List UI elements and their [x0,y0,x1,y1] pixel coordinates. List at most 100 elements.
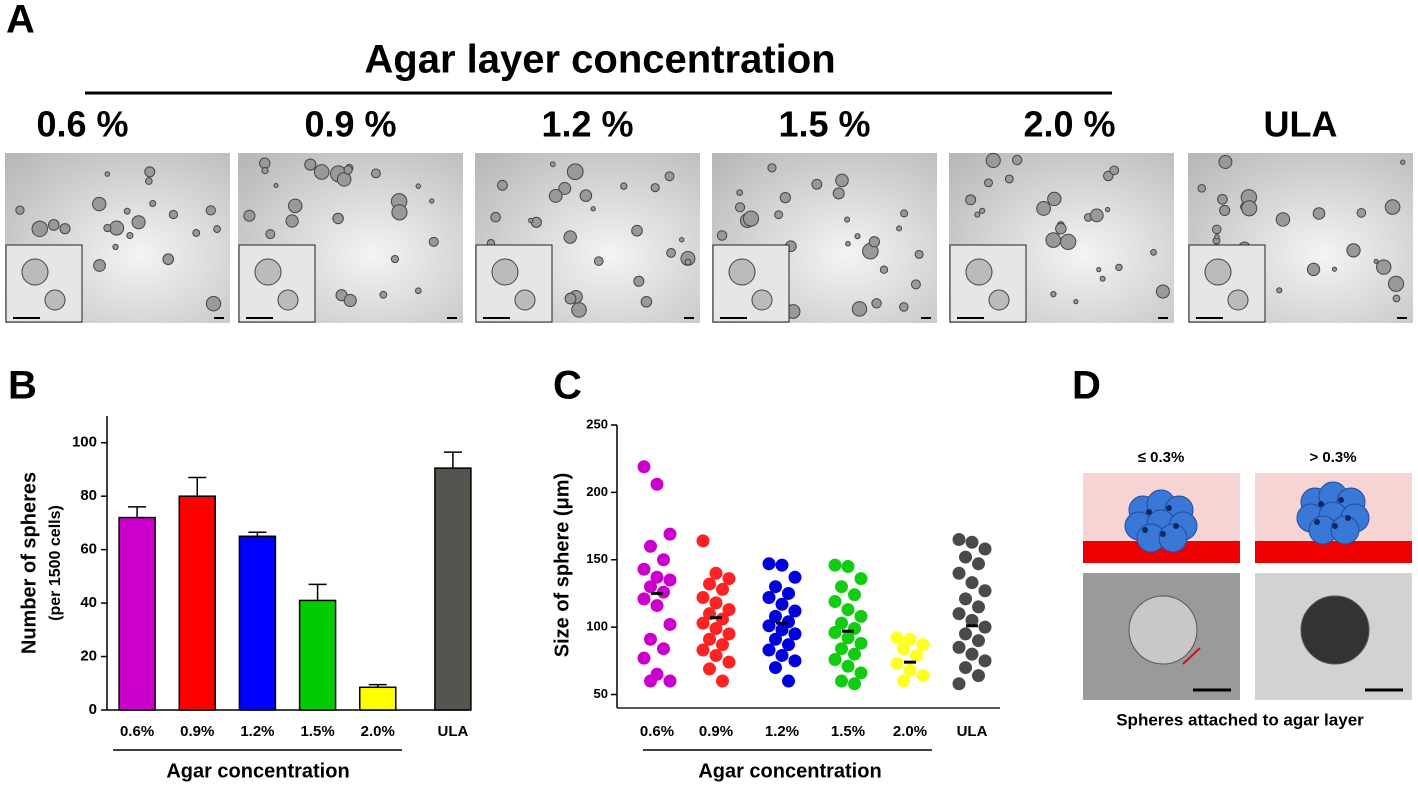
sphere-image [371,168,381,179]
sphere-image [144,166,156,178]
agar-layer [1083,541,1240,563]
sphere-image [112,243,119,251]
data-point [709,648,723,662]
sphere-image [428,236,439,247]
bar [434,467,472,711]
sphere-image [742,210,760,227]
sphere-image [564,292,577,305]
sphere-image [566,163,584,181]
data-point [696,590,710,604]
x-tick-label: 1.2% [765,723,799,740]
data-point [775,597,789,611]
data-point [903,663,917,677]
sphere-image [1376,259,1392,275]
sphere-image [415,183,421,189]
sphere-image [988,289,1010,311]
sphere-image [590,206,596,212]
data-point [716,612,729,626]
inset [949,244,1027,323]
sphere-image [1089,208,1104,223]
condition-label: 0.6 % [36,104,128,145]
sphere-image [1373,258,1379,264]
sphere-image [254,258,282,286]
sphere-image [678,237,685,243]
data-point [952,566,966,580]
data-point [782,674,795,688]
y-axis-label: Number of spheres [18,472,40,654]
data-point [835,616,848,630]
sphere-image [620,182,628,190]
nucleus [1318,501,1324,507]
sphere-image [313,164,330,180]
y-axis-label: Size of sphere (μm) [551,473,573,658]
condition-label: 2.0 % [1023,104,1115,145]
sphere-image [265,229,276,240]
data-point [972,600,985,614]
sphere-image [429,198,435,204]
y-tick-label: 200 [586,484,608,499]
data-point [762,643,776,657]
y-tick-label: 0 [89,701,97,718]
inset [712,244,790,323]
data-point [890,657,904,671]
y-tick-label: 100 [586,619,608,634]
sphere-image [205,205,216,216]
data-point [650,477,664,491]
x-tick-label: 2.0% [361,723,395,740]
sphere-image [1312,207,1326,220]
data-point [788,627,802,641]
data-point [644,632,657,646]
data-point [965,535,979,549]
sphere-image [285,214,299,228]
data-point [916,669,930,683]
data-point [788,604,802,618]
panel-label: C [553,364,582,408]
bar [359,686,397,711]
data-point [828,558,842,572]
data-point [978,620,992,634]
sphere-image [1392,294,1401,303]
bar [178,495,216,711]
sphere-image [1115,263,1123,272]
inset [238,244,316,323]
sphere-image [1045,232,1062,248]
sphere-image [1150,248,1157,256]
condition-label: 1.5 % [778,104,870,145]
data-point [722,627,736,641]
data-point [828,652,842,666]
data-point [709,596,723,610]
sphere-image [854,233,861,240]
bar [118,516,156,711]
sphere-image [633,275,645,287]
data-point [644,580,657,594]
data-point [952,533,966,547]
y-axis-sublabel: (per 1500 cells) [47,505,64,621]
sphere-image [192,229,201,237]
sphere-image [1219,204,1231,216]
sphere-image [168,209,179,220]
data-point [657,553,670,567]
sphere-image [277,289,299,311]
sphere-image [548,189,563,203]
data-point [848,647,861,661]
data-point [965,576,979,590]
sphere-image [965,258,993,286]
sphere-image [343,293,357,308]
data-point [663,527,677,541]
sphere-image [779,191,791,204]
x-tick-label: 0.6% [120,723,154,740]
data-point [959,627,972,641]
y-tick-label: 250 [586,416,608,431]
data-point [848,677,861,691]
cell [1158,523,1188,553]
nucleus [1338,497,1344,503]
data-point [959,550,972,564]
sphere-image [974,211,981,218]
sphere-image [31,220,48,238]
sphere-image [1331,266,1338,272]
sphere-image [664,171,675,182]
data-point [972,557,985,571]
sphere-image [650,183,660,193]
panel-label: B [8,364,37,408]
